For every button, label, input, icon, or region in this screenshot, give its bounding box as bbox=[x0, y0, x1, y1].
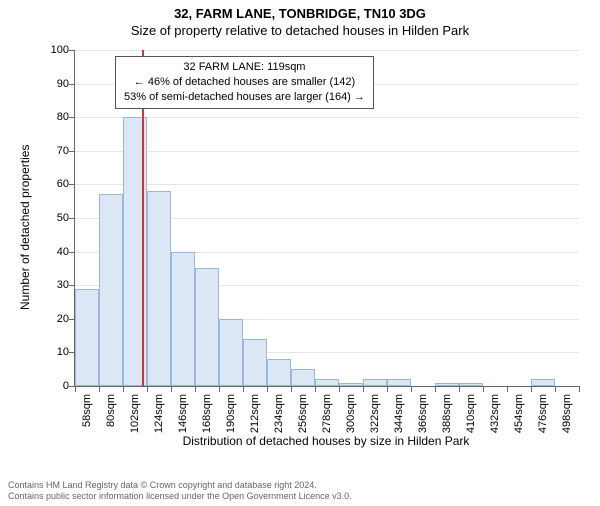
x-tick-label: 432sqm bbox=[489, 394, 501, 433]
x-tick bbox=[171, 386, 172, 392]
y-tick-label: 80 bbox=[41, 111, 69, 123]
x-tick-label: 476sqm bbox=[537, 394, 549, 433]
histogram-bar bbox=[147, 191, 171, 386]
x-tick-label: 300sqm bbox=[345, 394, 357, 433]
gridline bbox=[75, 117, 579, 118]
x-tick bbox=[147, 386, 148, 392]
histogram-bar bbox=[75, 289, 99, 386]
gridline bbox=[75, 50, 579, 51]
footer-line-1: Contains HM Land Registry data © Crown c… bbox=[8, 480, 352, 491]
x-tick bbox=[75, 386, 76, 392]
histogram-bar bbox=[267, 359, 291, 386]
chart-title-sub: Size of property relative to detached ho… bbox=[0, 23, 600, 38]
x-tick bbox=[531, 386, 532, 392]
x-tick bbox=[579, 386, 580, 392]
histogram-bar bbox=[435, 383, 459, 386]
histogram-bar bbox=[387, 379, 411, 386]
histogram-bar bbox=[195, 268, 219, 386]
x-tick-label: 124sqm bbox=[153, 394, 165, 433]
x-tick bbox=[291, 386, 292, 392]
y-tick-label: 10 bbox=[41, 346, 69, 358]
x-tick bbox=[363, 386, 364, 392]
x-tick-label: 388sqm bbox=[441, 394, 453, 433]
histogram-bar bbox=[363, 379, 387, 386]
y-tick-label: 60 bbox=[41, 178, 69, 190]
y-tick bbox=[69, 184, 75, 185]
gridline bbox=[75, 151, 579, 152]
y-tick-label: 70 bbox=[41, 145, 69, 157]
y-tick-label: 20 bbox=[41, 313, 69, 325]
y-tick bbox=[69, 252, 75, 253]
x-tick bbox=[483, 386, 484, 392]
x-tick bbox=[435, 386, 436, 392]
x-tick bbox=[555, 386, 556, 392]
histogram-bar bbox=[291, 369, 315, 386]
x-tick bbox=[123, 386, 124, 392]
histogram-bar bbox=[171, 252, 195, 386]
x-tick-label: 278sqm bbox=[321, 394, 333, 433]
x-tick bbox=[195, 386, 196, 392]
x-axis-label: Distribution of detached houses by size … bbox=[74, 434, 578, 448]
histogram-bar bbox=[531, 379, 555, 386]
histogram-bar bbox=[315, 379, 339, 386]
x-tick bbox=[459, 386, 460, 392]
y-tick bbox=[69, 218, 75, 219]
y-tick bbox=[69, 151, 75, 152]
x-tick-label: 256sqm bbox=[297, 394, 309, 433]
x-tick bbox=[387, 386, 388, 392]
gridline bbox=[75, 184, 579, 185]
marker-info-line-1: 32 FARM LANE: 119sqm bbox=[124, 60, 365, 75]
y-tick-label: 30 bbox=[41, 279, 69, 291]
y-tick bbox=[69, 84, 75, 85]
x-tick bbox=[243, 386, 244, 392]
x-tick bbox=[219, 386, 220, 392]
marker-info-box: 32 FARM LANE: 119sqm← 46% of detached ho… bbox=[115, 56, 374, 109]
chart-container: 010203040506070809010058sqm80sqm102sqm12… bbox=[48, 50, 578, 430]
x-tick bbox=[315, 386, 316, 392]
footer-line-2: Contains public sector information licen… bbox=[8, 491, 352, 502]
y-tick-label: 0 bbox=[41, 380, 69, 392]
x-tick bbox=[411, 386, 412, 392]
y-axis-label: Number of detached properties bbox=[18, 145, 32, 310]
chart-title-main: 32, FARM LANE, TONBRIDGE, TN10 3DG bbox=[0, 6, 600, 21]
x-tick-label: 146sqm bbox=[177, 394, 189, 433]
y-tick bbox=[69, 285, 75, 286]
x-tick-label: 454sqm bbox=[513, 394, 525, 433]
x-tick-label: 410sqm bbox=[465, 394, 477, 433]
x-tick bbox=[267, 386, 268, 392]
histogram-bar bbox=[219, 319, 243, 386]
histogram-bar bbox=[243, 339, 267, 386]
x-tick-label: 212sqm bbox=[249, 394, 261, 433]
x-tick-label: 322sqm bbox=[369, 394, 381, 433]
footer-attribution: Contains HM Land Registry data © Crown c… bbox=[8, 480, 352, 503]
y-tick bbox=[69, 117, 75, 118]
x-tick bbox=[339, 386, 340, 392]
x-tick bbox=[99, 386, 100, 392]
marker-info-line-3: 53% of semi-detached houses are larger (… bbox=[124, 90, 365, 105]
x-tick-label: 58sqm bbox=[81, 394, 93, 427]
histogram-bar bbox=[339, 383, 363, 386]
marker-info-line-2: ← 46% of detached houses are smaller (14… bbox=[124, 75, 365, 90]
x-tick-label: 80sqm bbox=[105, 394, 117, 427]
histogram-bar bbox=[459, 383, 483, 386]
y-tick-label: 50 bbox=[41, 212, 69, 224]
y-tick-label: 90 bbox=[41, 78, 69, 90]
x-tick bbox=[507, 386, 508, 392]
x-tick-label: 102sqm bbox=[129, 394, 141, 433]
x-tick-label: 366sqm bbox=[417, 394, 429, 433]
x-tick-label: 234sqm bbox=[273, 394, 285, 433]
x-tick-label: 498sqm bbox=[561, 394, 573, 433]
x-tick-label: 190sqm bbox=[225, 394, 237, 433]
y-tick bbox=[69, 50, 75, 51]
y-tick-label: 100 bbox=[41, 44, 69, 56]
y-tick-label: 40 bbox=[41, 246, 69, 258]
plot-area: 010203040506070809010058sqm80sqm102sqm12… bbox=[74, 50, 579, 387]
x-tick-label: 344sqm bbox=[393, 394, 405, 433]
x-tick-label: 168sqm bbox=[201, 394, 213, 433]
histogram-bar bbox=[99, 194, 123, 386]
